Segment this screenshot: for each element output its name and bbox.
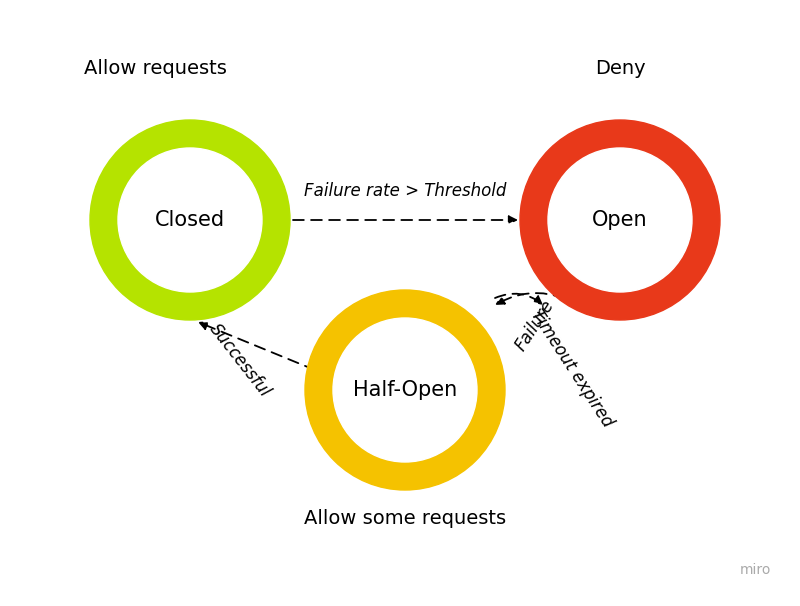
Circle shape bbox=[118, 148, 262, 292]
Circle shape bbox=[333, 318, 477, 462]
Text: Allow requests: Allow requests bbox=[83, 59, 226, 78]
Text: Failure: Failure bbox=[512, 296, 558, 354]
Text: miro: miro bbox=[739, 563, 770, 577]
Circle shape bbox=[305, 290, 505, 490]
Text: Failure rate > Threshold: Failure rate > Threshold bbox=[304, 182, 506, 200]
Text: Timeout expired: Timeout expired bbox=[527, 306, 617, 430]
FancyArrowPatch shape bbox=[497, 293, 580, 307]
Text: Closed: Closed bbox=[155, 210, 225, 230]
Text: Deny: Deny bbox=[594, 59, 646, 78]
Circle shape bbox=[90, 120, 290, 320]
Circle shape bbox=[520, 120, 720, 320]
Text: Half-Open: Half-Open bbox=[353, 380, 457, 400]
Text: Allow some requests: Allow some requests bbox=[304, 508, 506, 527]
Circle shape bbox=[548, 148, 692, 292]
FancyArrowPatch shape bbox=[200, 322, 315, 370]
Text: Open: Open bbox=[592, 210, 648, 230]
FancyArrowPatch shape bbox=[495, 294, 542, 304]
FancyArrowPatch shape bbox=[293, 216, 516, 224]
Text: Successful: Successful bbox=[206, 320, 274, 400]
